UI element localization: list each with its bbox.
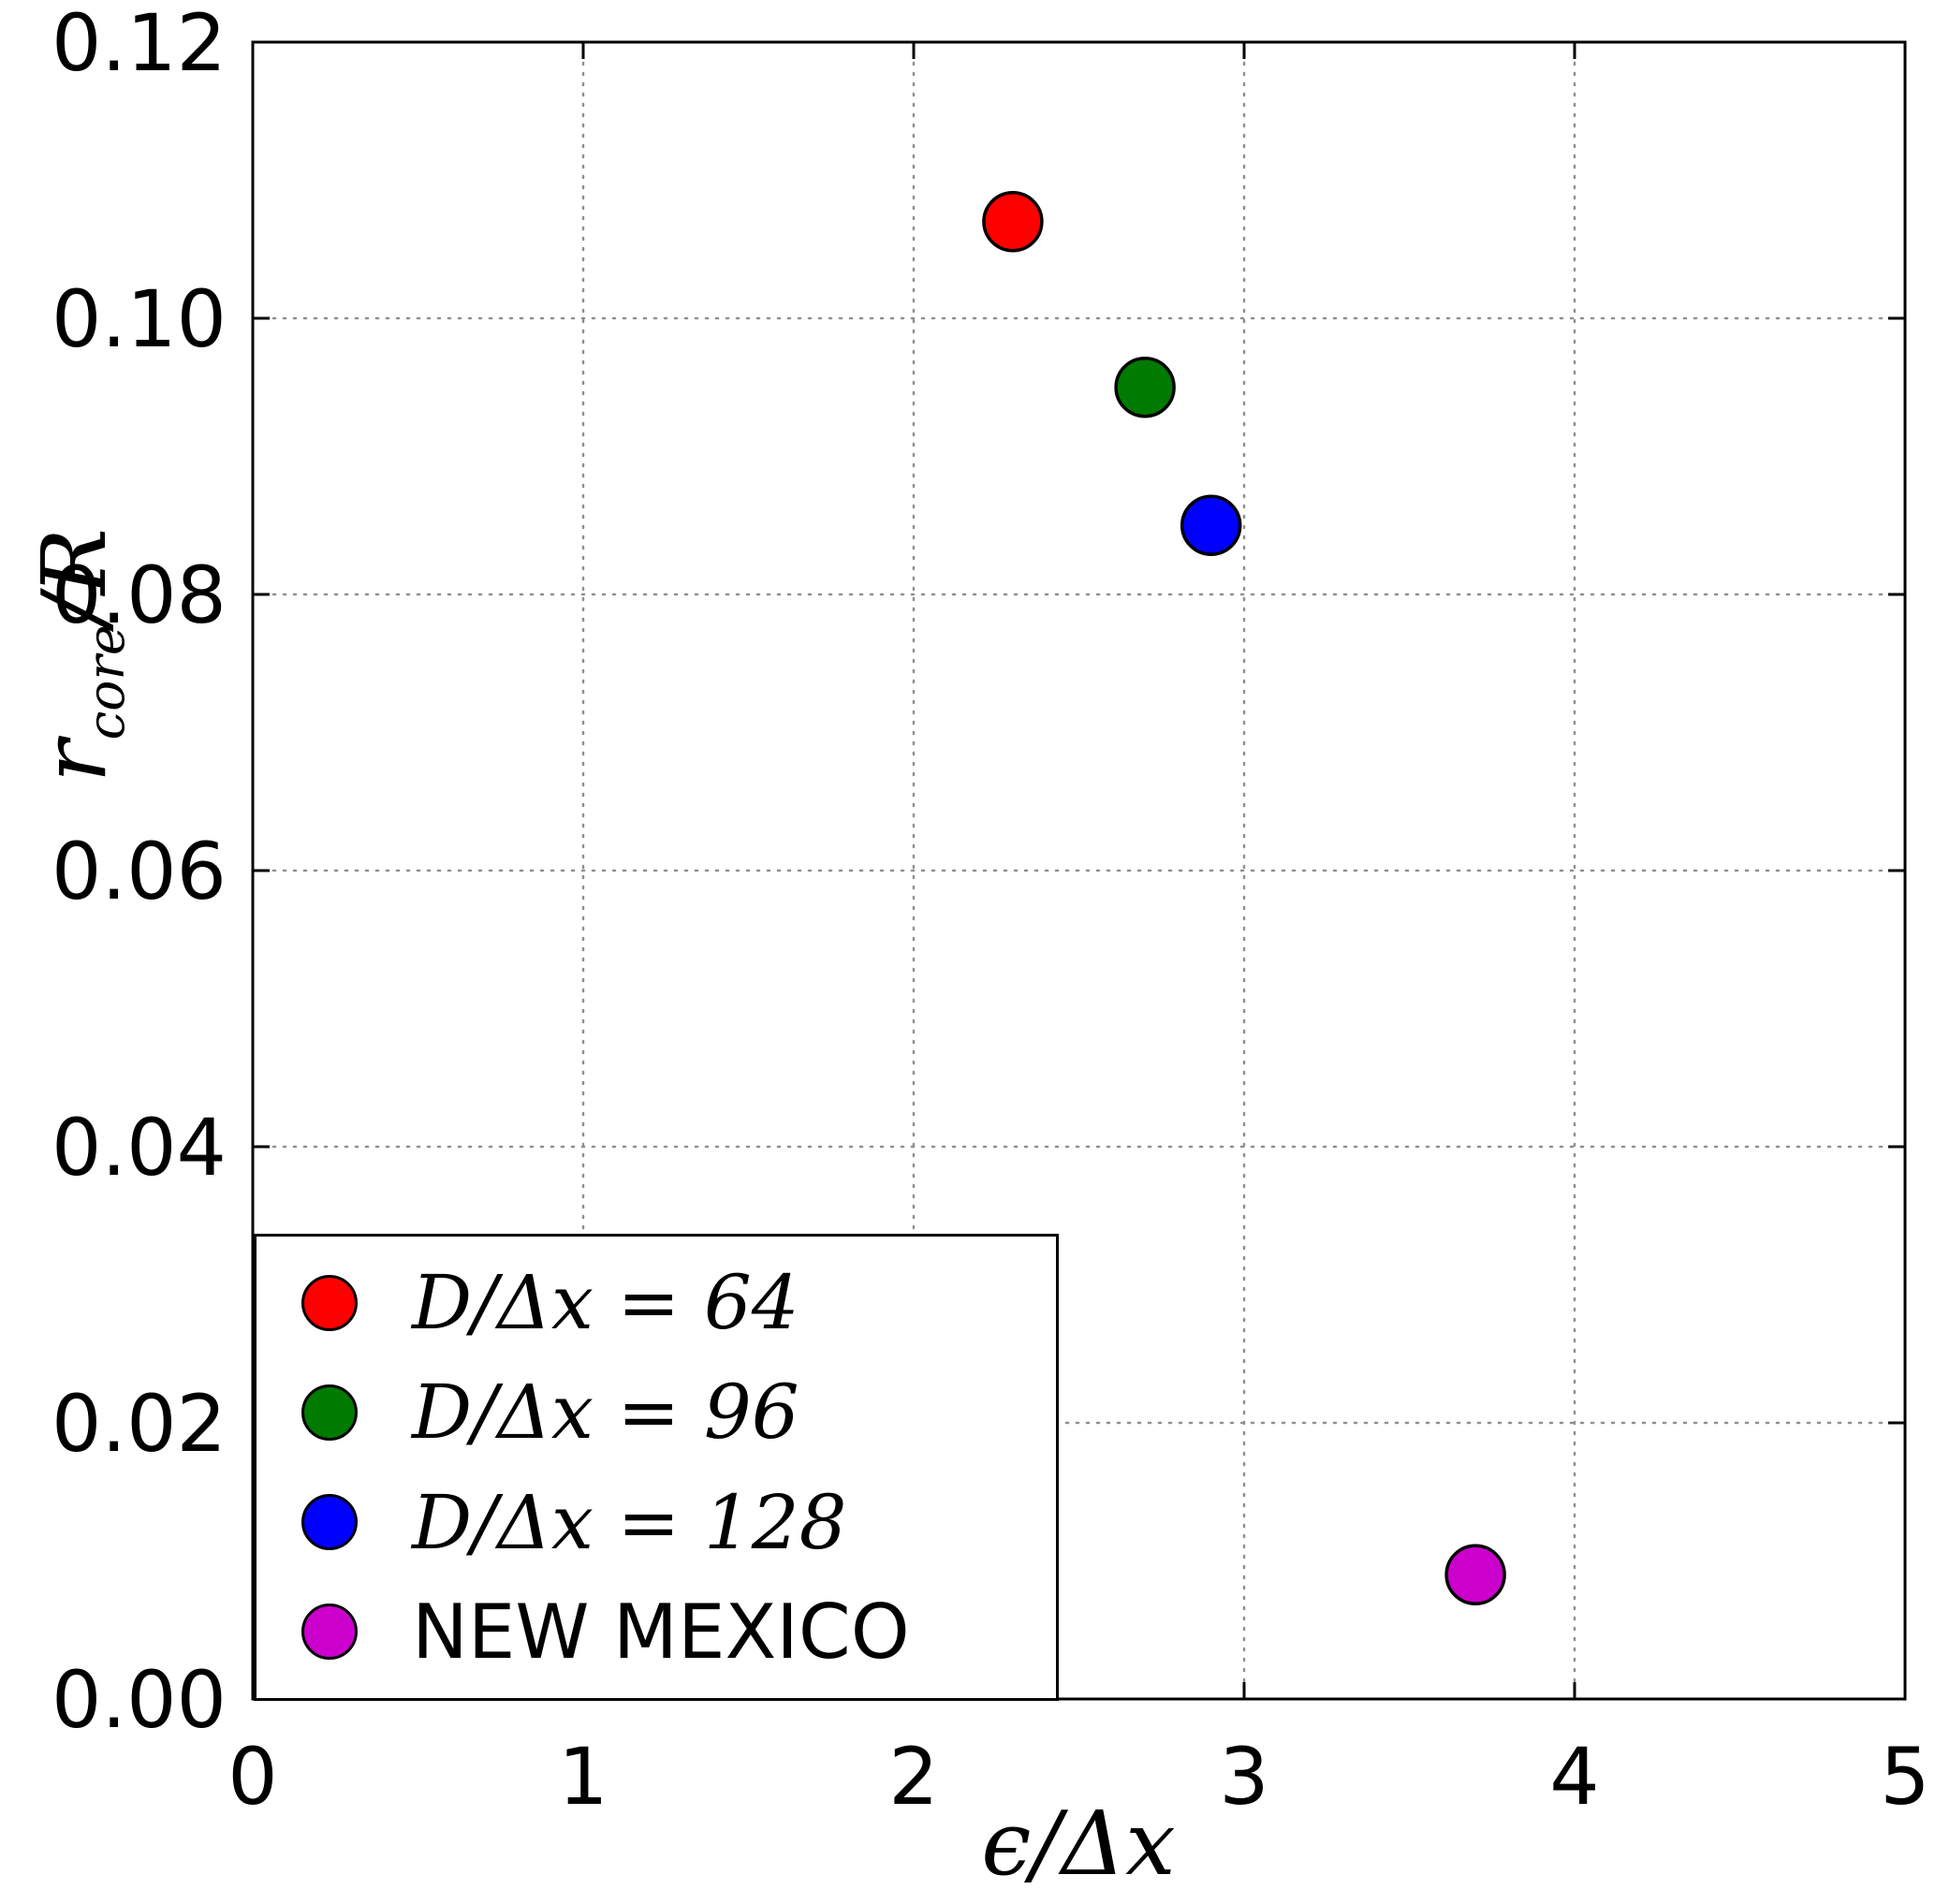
y-tick-label: 0.02: [51, 1378, 227, 1470]
y-axis-label-suffix: /R: [23, 528, 126, 625]
x-tick-label: 1: [558, 1731, 608, 1823]
y-tick-label: 0.12: [51, 0, 227, 89]
x-tick-label: 0: [227, 1731, 277, 1823]
legend-marker-circle-icon: [301, 1384, 358, 1441]
legend-item-label: D/Δx = 128: [412, 1478, 847, 1566]
legend-item: D/Δx = 128: [301, 1479, 1056, 1566]
y-tick-label: 0.08: [51, 549, 227, 641]
data-point-new-mexico: [1444, 1544, 1506, 1605]
x-tick-label: 3: [1219, 1731, 1268, 1823]
legend-item-label: D/Δx = 64: [412, 1259, 799, 1347]
y-tick-label: 0.00: [51, 1654, 227, 1746]
legend-item: NEW MEXICO: [301, 1589, 1056, 1676]
legend-item: D/Δx = 64: [301, 1259, 1056, 1346]
y-tick-label: 0.04: [51, 1102, 227, 1194]
x-axis-label: ϵ/Δx: [981, 1793, 1176, 1896]
legend-item: D/Δx = 96: [301, 1369, 1056, 1456]
y-tick-label: 0.06: [51, 826, 227, 917]
y-tick-label: 0.10: [51, 273, 227, 365]
x-tick-label: 5: [1880, 1731, 1929, 1823]
legend-marker-circle-icon: [301, 1604, 358, 1661]
data-point-d-x-96: [1114, 357, 1176, 418]
y-axis-label-subscript: core: [76, 624, 136, 740]
legend: D/Δx = 64 D/Δx = 96 D/Δx = 128 NEW MEXIC…: [254, 1234, 1059, 1701]
data-point-d-x-128: [1180, 494, 1242, 556]
legend-item-label: D/Δx = 96: [412, 1369, 799, 1457]
data-point-d-x-64: [982, 191, 1044, 253]
y-axis-label-base: r: [23, 740, 126, 783]
legend-marker-circle-icon: [301, 1274, 358, 1331]
x-tick-label: 2: [888, 1731, 938, 1823]
legend-item-label: NEW MEXICO: [412, 1588, 910, 1676]
y-axis-label: rcore/R: [23, 528, 136, 783]
legend-marker-circle-icon: [301, 1494, 358, 1551]
x-tick-label: 4: [1549, 1731, 1599, 1823]
